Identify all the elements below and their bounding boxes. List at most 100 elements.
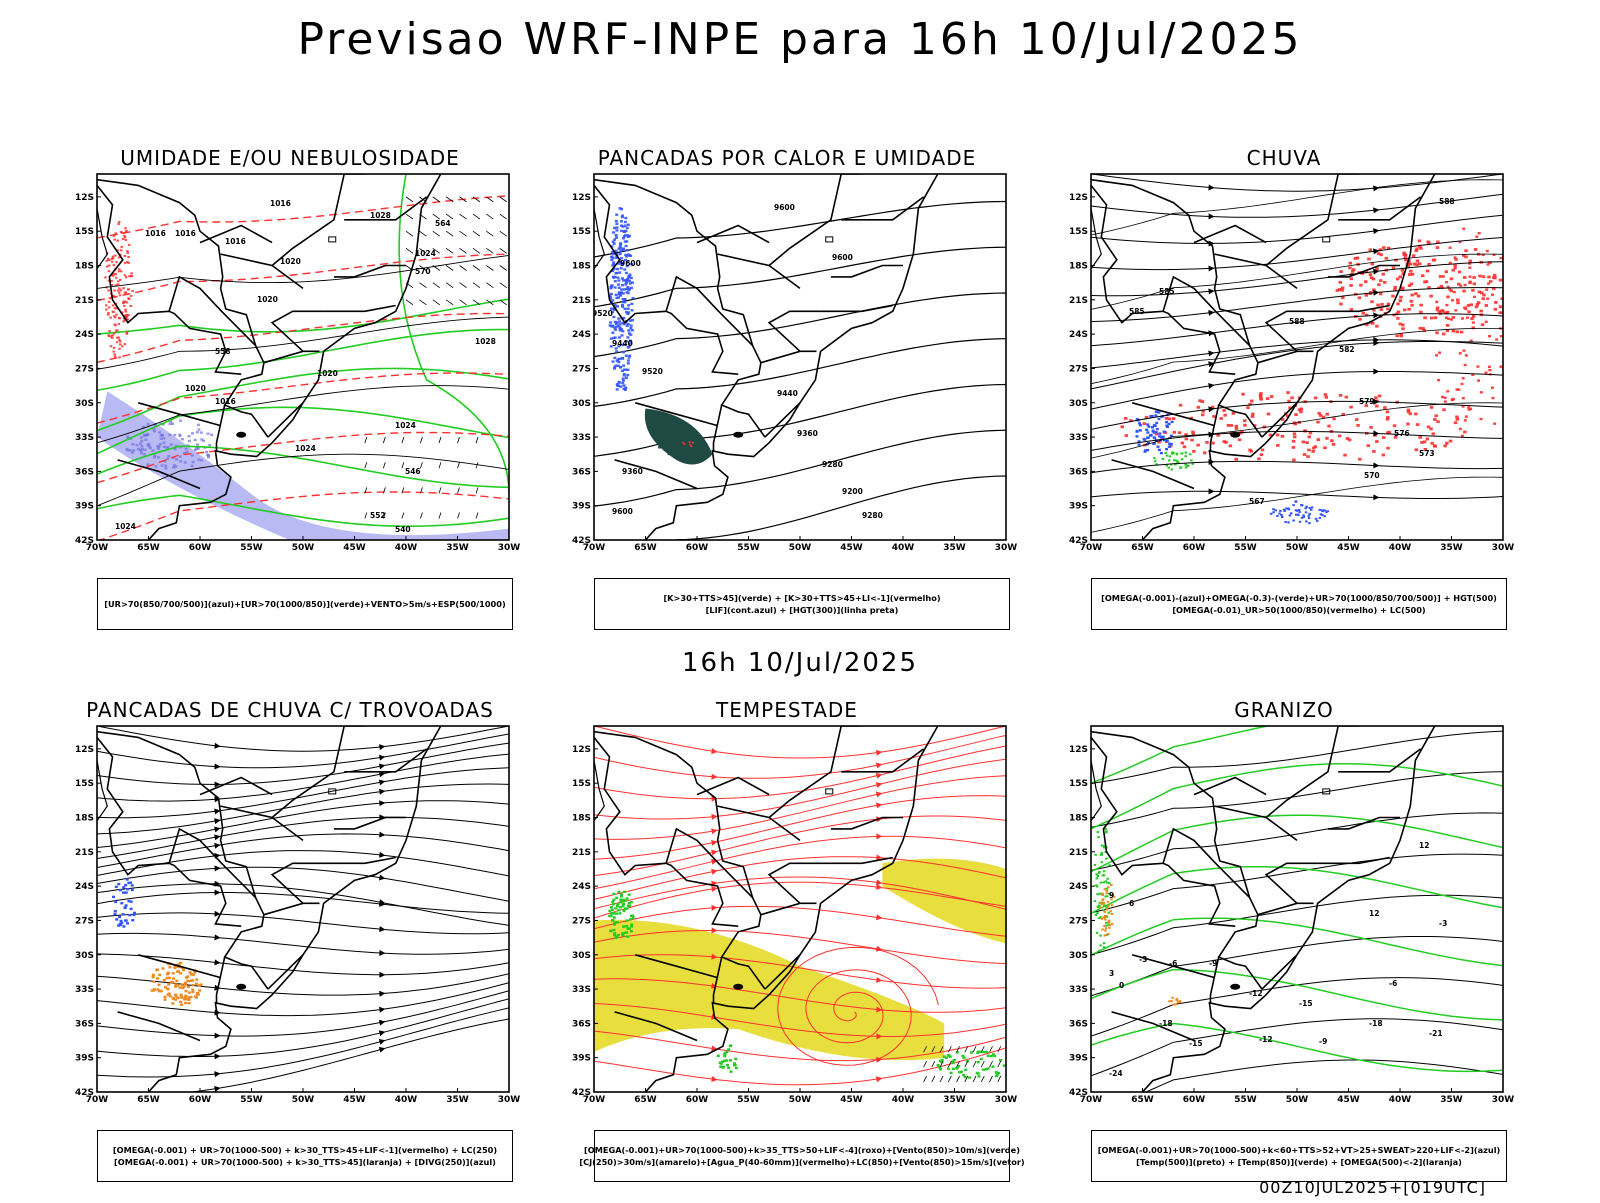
wind850-cell-green bbox=[629, 901, 633, 904]
humidity-cell bbox=[166, 457, 170, 461]
hgt300-contour bbox=[594, 200, 1006, 258]
contour-label: 567 bbox=[1249, 497, 1265, 506]
temp500-contour bbox=[1144, 1059, 1503, 1092]
lif-cell-blue bbox=[628, 342, 632, 345]
wind-vector bbox=[459, 265, 467, 271]
rain-cell-red bbox=[1494, 301, 1498, 304]
lif-cell-blue bbox=[630, 286, 633, 290]
rain-cell-red bbox=[1461, 397, 1465, 400]
lat-tick-label: 33S bbox=[1069, 985, 1088, 995]
humidity-cell bbox=[142, 453, 146, 456]
convective-cell-green bbox=[680, 448, 684, 451]
lat-tick-label: 39S bbox=[572, 1054, 591, 1064]
temp850-cell-green bbox=[1102, 881, 1106, 884]
thickness-contour-red bbox=[97, 431, 509, 484]
rain-cell-red bbox=[1409, 299, 1413, 303]
omega-cell-orange bbox=[1108, 926, 1111, 929]
lif-cell-blue bbox=[623, 298, 627, 301]
andes-coast bbox=[594, 760, 605, 824]
streamline-arrow bbox=[875, 772, 883, 779]
rain-cell-blue bbox=[1305, 520, 1308, 523]
legend-line-1: [OMEGA(-0.001) + UR>70(1000-500) + k>30_… bbox=[112, 1145, 498, 1155]
rain-cell-red bbox=[1491, 396, 1495, 400]
lon-tick-label: 50W bbox=[789, 1095, 812, 1105]
rain-cell-green bbox=[1175, 452, 1178, 455]
streamline-arrow bbox=[379, 1006, 386, 1013]
thickness-cell-red bbox=[116, 239, 119, 242]
rain-cell-red bbox=[1488, 261, 1492, 264]
rain-cell-blue bbox=[1146, 423, 1150, 426]
rain-cell-red bbox=[1504, 276, 1508, 279]
lif-cell-blue bbox=[630, 302, 634, 305]
contour-label: -9 bbox=[1209, 959, 1217, 968]
streamline-arrow bbox=[875, 791, 883, 798]
country-border bbox=[1162, 827, 1251, 927]
lon-tick-label: 30W bbox=[1492, 1095, 1515, 1105]
rain-cell-red bbox=[1457, 270, 1462, 274]
wind850-cell-green bbox=[621, 934, 625, 937]
thickness-cell-red bbox=[130, 272, 133, 275]
contour-label: 1016 bbox=[145, 229, 166, 238]
streamline-arrow bbox=[1373, 248, 1380, 255]
lif-cell-blue bbox=[626, 307, 630, 310]
wind-vector bbox=[923, 1046, 927, 1053]
contour-label: -21 bbox=[1429, 1029, 1443, 1038]
wind850-cell-green bbox=[940, 1061, 944, 1064]
temp850-cell-green bbox=[1104, 880, 1108, 883]
streamline-arrow bbox=[379, 900, 386, 907]
contour-label: 585 bbox=[1159, 287, 1175, 296]
humidity-cell bbox=[146, 423, 150, 426]
contour-label: 9600 bbox=[620, 259, 641, 268]
rain-cell-red bbox=[1180, 441, 1185, 445]
convective-cell-green bbox=[667, 447, 671, 450]
humidity-cell bbox=[156, 447, 160, 450]
wind850-cell-green bbox=[612, 928, 616, 932]
rain-cell-blue bbox=[1294, 500, 1298, 503]
wind-vector bbox=[964, 1075, 969, 1083]
rain-cell-red bbox=[1349, 308, 1354, 311]
lon-tick-label: 35W bbox=[943, 543, 966, 553]
convective-cell-green bbox=[658, 439, 662, 443]
lif-cell-blue bbox=[610, 284, 614, 287]
lif-cell-blue bbox=[627, 288, 631, 292]
rain-cell-red bbox=[1372, 288, 1376, 292]
lif-cell-blue bbox=[620, 207, 623, 211]
rain-cell-red bbox=[1463, 283, 1467, 287]
rain-cell-red bbox=[1305, 441, 1309, 444]
humidity-cell bbox=[180, 438, 184, 441]
streamline bbox=[1091, 214, 1503, 244]
lif-cell-blue bbox=[615, 222, 619, 226]
lif-cell-blue bbox=[623, 240, 627, 243]
rain-cell-red bbox=[1402, 308, 1407, 312]
wind850-cell-green bbox=[938, 1065, 941, 1069]
lake-mirim bbox=[1230, 983, 1241, 990]
storm-cell-orange bbox=[195, 978, 199, 981]
humidity-cell bbox=[205, 450, 209, 454]
contour-label: 3 bbox=[1109, 969, 1114, 978]
rain-cell-blue bbox=[1157, 448, 1161, 452]
rain-cell-red bbox=[1460, 434, 1464, 438]
rain-cell-red bbox=[1351, 268, 1356, 272]
country-border bbox=[696, 224, 770, 244]
omega-cell-orange bbox=[1110, 904, 1114, 907]
thickness-cell-red bbox=[127, 288, 130, 291]
thickness-cell-red bbox=[117, 223, 120, 226]
rain-cell-blue bbox=[1280, 514, 1283, 516]
wind850-cell-green bbox=[994, 1071, 998, 1074]
rain-cell-blue bbox=[1154, 414, 1158, 417]
storm-cell-orange bbox=[168, 976, 171, 980]
rain-cell-red bbox=[1299, 407, 1304, 411]
wind-vector bbox=[405, 230, 414, 237]
contour-label: -6 bbox=[1389, 979, 1397, 988]
rain-cell-red bbox=[1327, 424, 1331, 428]
rain-cell-red bbox=[1406, 408, 1411, 412]
rain-cell-red bbox=[1443, 444, 1447, 448]
rain-cell-red bbox=[1432, 444, 1437, 448]
rain-cell-red bbox=[1190, 438, 1194, 442]
humidity-cell bbox=[136, 447, 140, 451]
humidity-cell bbox=[179, 419, 183, 422]
lif-cell-blue bbox=[624, 271, 628, 275]
rain-cell-red bbox=[1399, 334, 1403, 338]
rain-cell-red bbox=[1323, 393, 1328, 396]
omega-cell-orange bbox=[1171, 996, 1174, 999]
